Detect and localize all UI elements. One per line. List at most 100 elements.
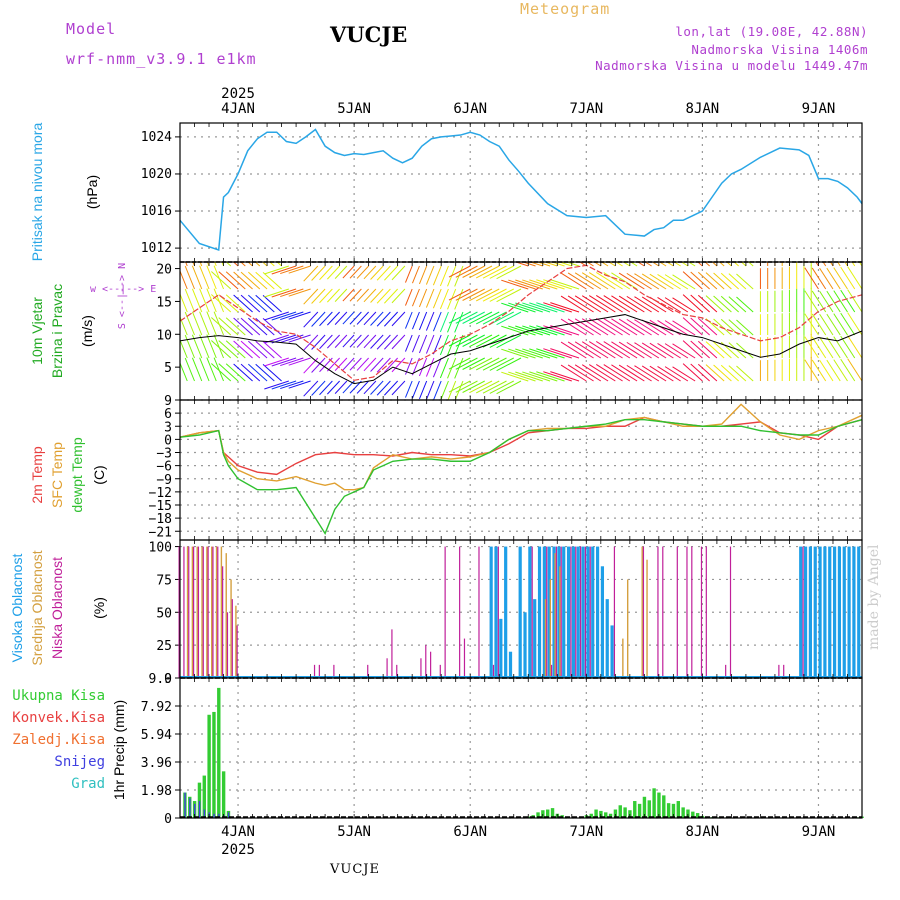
wind-barb <box>440 380 449 400</box>
wind-barb <box>819 313 834 336</box>
product-label: Meteogram <box>520 0 611 18</box>
wind-barb <box>697 317 718 336</box>
cloud-tick-label: 75 <box>156 573 172 588</box>
wind-barb <box>288 311 311 320</box>
cloud-tick-label: 0 <box>164 672 172 687</box>
wind-barb <box>264 357 289 367</box>
wind-barb <box>213 357 224 382</box>
pressure-tick-label: 1020 <box>141 167 172 182</box>
wind-barb <box>439 288 449 310</box>
elevation-label: Nadmorska Visina 1406m <box>691 42 868 57</box>
wind-barb <box>611 295 638 313</box>
wind-barb <box>496 288 522 303</box>
low-cloud-bar <box>676 546 678 678</box>
wind-barb <box>411 380 420 399</box>
wind-barb <box>664 320 689 336</box>
wind-barb <box>448 288 471 301</box>
wind-barb <box>550 371 580 382</box>
high-cloud-bar <box>837 546 842 678</box>
wind-barb <box>418 311 428 331</box>
precip-total-bar <box>536 812 540 818</box>
wind-barb <box>240 317 261 336</box>
wind-barb <box>262 317 282 336</box>
wind-axis-label-text: (m/s) <box>79 315 95 347</box>
low-cloud-bar <box>691 546 693 678</box>
wind-barb <box>342 334 355 348</box>
wind-barb <box>811 313 827 336</box>
mid-cloud-bar <box>201 546 203 678</box>
wind-barb <box>574 295 602 313</box>
temp-2m-line <box>179 416 863 476</box>
precip-total-bar <box>681 807 685 818</box>
top-day-label: 7JAN <box>569 101 603 117</box>
wind-barb <box>680 262 689 267</box>
high-cloud-bar <box>562 546 566 678</box>
temp-axis-label-text: 2m Temp <box>29 446 45 504</box>
wind-barb <box>682 294 703 313</box>
high-cloud-bar <box>818 546 822 678</box>
wind-barb <box>557 262 572 267</box>
wind-barb <box>432 265 442 286</box>
low-cloud-bar <box>589 546 591 678</box>
mid-cloud-bar <box>186 546 189 678</box>
wind-barb <box>651 262 660 267</box>
temp-tick-label: −3 <box>156 447 172 462</box>
wind-barb <box>370 380 384 395</box>
wind-barb <box>370 288 384 303</box>
wind-barb <box>240 363 261 382</box>
high-cloud-bar <box>586 546 590 678</box>
wind-barb <box>567 318 594 336</box>
wind-barb <box>455 311 478 324</box>
wind-barb <box>303 311 319 328</box>
wind-barb <box>280 311 304 321</box>
wind-compass-left-text: S <--|--> N <box>117 263 128 329</box>
wind-barb <box>603 318 631 336</box>
wind-barb <box>649 365 674 382</box>
wind-barb <box>261 262 268 267</box>
wind-tick-label: 20 <box>156 263 172 278</box>
wind-barb <box>588 318 616 336</box>
wind-barb <box>826 290 841 313</box>
wind-barb <box>833 313 848 336</box>
wind-barb <box>536 371 565 382</box>
wind-barb <box>543 262 558 267</box>
wind-barb <box>271 311 297 321</box>
low-cloud-bar <box>570 546 572 678</box>
wind-barb <box>649 319 674 336</box>
high-cloud-bar <box>803 546 808 678</box>
precip-legend-item: Ukupna Kisa <box>12 688 105 704</box>
wind-barb <box>522 279 551 290</box>
wind-barb <box>536 262 551 267</box>
wind-barb <box>664 274 689 290</box>
wind-barb <box>363 380 377 395</box>
wind-barb <box>469 380 493 394</box>
wind-barb <box>247 262 253 267</box>
wind-barb <box>641 342 667 359</box>
wind-barb <box>370 334 384 349</box>
wind-barb <box>672 366 696 382</box>
wind-barb <box>303 265 319 282</box>
wind-barb <box>482 311 507 325</box>
wind-barb <box>311 380 326 396</box>
wind-barb <box>262 294 282 313</box>
wind-barb <box>180 379 181 381</box>
wind-barb <box>489 265 514 279</box>
wind-barb <box>475 265 500 279</box>
wind-barb <box>418 380 428 400</box>
wind-barb <box>469 288 493 302</box>
wind-barb <box>405 288 413 306</box>
mid-cloud-bar <box>230 579 232 678</box>
wind-barb <box>475 334 500 348</box>
wind-barb <box>626 341 652 359</box>
wind-barb <box>225 340 246 359</box>
wind-barb <box>180 292 188 313</box>
wind-barb <box>425 357 435 377</box>
low-cloud-bar <box>202 546 204 678</box>
wind-barb <box>326 311 340 326</box>
model-label: Model <box>66 20 117 38</box>
low-cloud-bar <box>188 546 190 678</box>
wind-barb <box>240 294 261 313</box>
wind-barb <box>356 357 370 371</box>
wind-gust-line <box>179 264 863 381</box>
wind-barb <box>626 272 652 290</box>
